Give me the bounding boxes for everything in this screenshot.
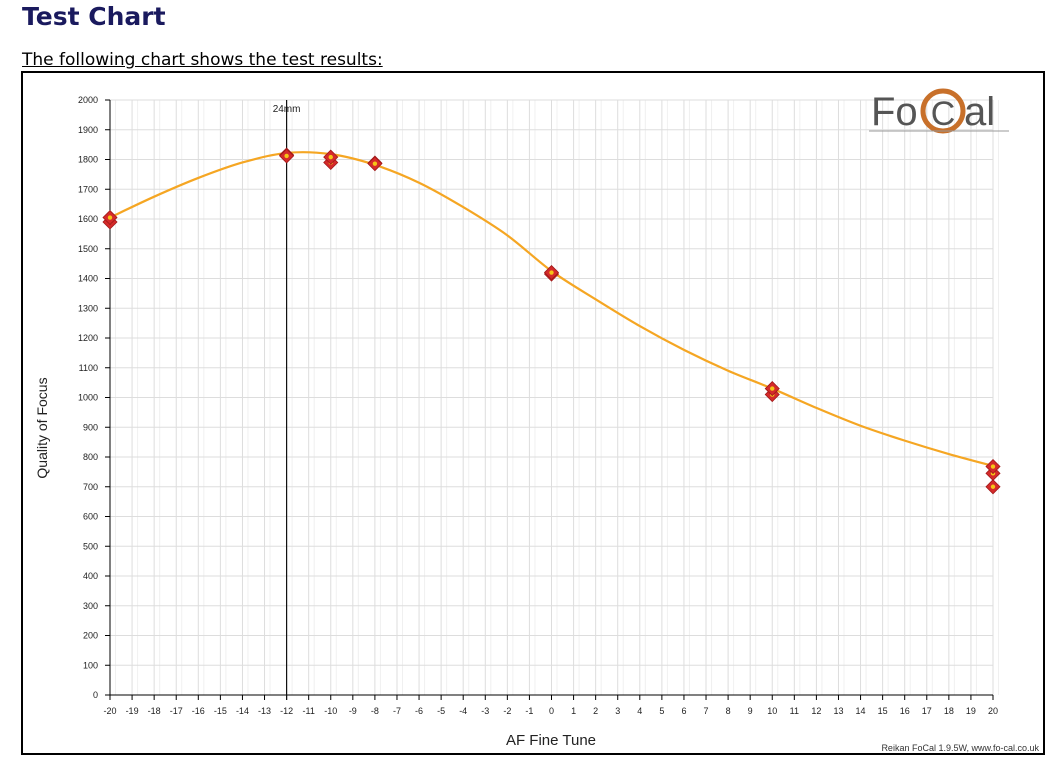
x-tick-label: 18 (944, 706, 954, 716)
x-tick-label: -9 (349, 706, 357, 716)
y-tick-label: 900 (83, 422, 98, 432)
y-tick-label: 600 (83, 512, 98, 522)
x-tick-label: 14 (856, 706, 866, 716)
chart-axes (105, 99, 994, 700)
x-tick-label: -18 (148, 706, 161, 716)
x-tick-label: 15 (878, 706, 888, 716)
page-title: Test Chart (22, 2, 166, 31)
x-tick-label: 5 (659, 706, 664, 716)
x-tick-label: -10 (324, 706, 337, 716)
y-tick-label: 1400 (78, 274, 98, 284)
y-tick-label: 100 (83, 660, 98, 670)
x-tick-label: -14 (236, 706, 249, 716)
x-tick-label: -5 (437, 706, 445, 716)
y-axis-label: Quality of Focus (34, 377, 50, 478)
data-point-center (549, 270, 554, 275)
x-tick-label: 16 (900, 706, 910, 716)
y-tick-label: 200 (83, 631, 98, 641)
x-tick-label: -6 (415, 706, 423, 716)
data-point-center (770, 386, 775, 391)
y-tick-label: 700 (83, 482, 98, 492)
y-tick-labels: 0 100 200 300 400 500 600 700 800 900 1000 1100 1200… (78, 95, 98, 700)
x-axis-label: AF Fine Tune (506, 732, 596, 749)
x-tick-label: -1 (525, 706, 533, 716)
y-tick-label: 1300 (78, 303, 98, 313)
x-tick-label: 2 (593, 706, 598, 716)
y-tick-label: 800 (83, 452, 98, 462)
y-tick-label: 2000 (78, 95, 98, 105)
y-tick-label: 1900 (78, 125, 98, 135)
x-tick-label: 8 (726, 706, 731, 716)
y-tick-label: 1000 (78, 393, 98, 403)
y-tick-label: 1100 (79, 363, 98, 373)
x-tick-label: 19 (966, 706, 976, 716)
x-tick-label: -16 (192, 706, 205, 716)
x-tick-label: 1 (571, 706, 576, 716)
data-points (102, 147, 1001, 495)
focus-chart: 0100200300400500600700800900100011001200… (34, 88, 1039, 753)
x-tick-label: -2 (503, 706, 511, 716)
data-point-center (107, 215, 113, 220)
y-tick-label: 1200 (78, 333, 98, 343)
x-tick-label: 6 (681, 706, 686, 716)
logo-text-left: Fo (871, 90, 918, 134)
x-tick-label: 9 (748, 706, 753, 716)
x-tick-label: -8 (371, 706, 379, 716)
chart-footer: Reikan FoCal 1.9.5W, www.fo-cal.co.uk (881, 743, 1039, 753)
x-tick-label: 4 (637, 706, 642, 716)
x-tick-label: -12 (280, 706, 293, 716)
x-tick-label: -20 (103, 706, 116, 716)
y-tick-label: 1700 (78, 184, 98, 194)
x-tick-label: -7 (393, 706, 401, 716)
x-tick-label: -4 (459, 706, 467, 716)
focal-length-marker: 24mm (273, 100, 301, 700)
x-tick-label: 12 (811, 706, 821, 716)
data-point-center (990, 484, 996, 489)
data-point-center (328, 154, 333, 160)
logo-text-right: al (964, 90, 995, 134)
x-tick-label: 0 (549, 706, 554, 716)
x-tick-label: 20 (988, 706, 998, 716)
x-tick-labels: -20 -19 -18 -17 -16 -15 -14 -13 -12 -11 -10 -9 -8 -7-… (103, 706, 998, 716)
x-tick-label: 17 (922, 706, 932, 716)
vline-label: 24mm (273, 104, 301, 115)
y-tick-label: 400 (83, 571, 98, 581)
logo-text-mid: C (931, 95, 956, 133)
chart-grid (109, 99, 1000, 696)
x-tick-label: -13 (258, 706, 271, 716)
y-tick-label: 1500 (78, 244, 98, 254)
data-point-center (372, 161, 378, 166)
focal-logo: Fo C al (869, 88, 1009, 134)
y-tick-label: 1800 (78, 155, 98, 165)
x-tick-label: -15 (214, 706, 227, 716)
intro-text: The following chart shows the test resul… (22, 50, 383, 70)
chart-frame: 0 100 200 300 400 500 600 700 800 900 1000 1100 1200… (21, 71, 1045, 755)
data-point-center (990, 464, 996, 469)
data-point-center (284, 153, 289, 159)
x-tick-label: -11 (303, 706, 315, 716)
x-tick-label: -19 (126, 706, 139, 716)
x-tick-label: 11 (790, 706, 799, 716)
x-tick-label: 7 (704, 706, 709, 716)
y-tick-label: 1600 (78, 214, 98, 224)
x-tick-label: 10 (767, 706, 777, 716)
y-tick-label: 300 (83, 601, 98, 611)
x-tick-label: 13 (833, 706, 843, 716)
x-tick-label: 3 (615, 706, 620, 716)
x-tick-label: -3 (481, 706, 489, 716)
y-tick-label: 0 (93, 690, 98, 700)
y-tick-label: 500 (83, 541, 98, 551)
x-tick-label: -17 (170, 706, 183, 716)
